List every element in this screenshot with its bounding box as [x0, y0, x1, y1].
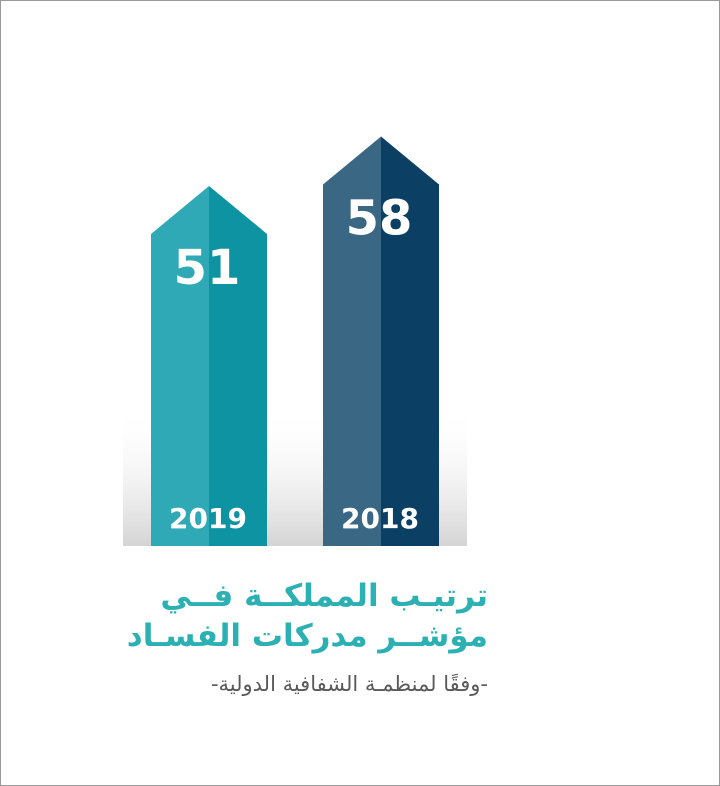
bar-2018-left-face: [323, 136, 381, 546]
caption-title-line2: مؤشــر مدركات الفسـاد: [126, 618, 488, 654]
category-label-2018: 2018: [341, 502, 419, 535]
value-label-2018: 58: [346, 191, 413, 247]
bar-2019-right-face: [209, 185, 267, 546]
category-label-2019: 2019: [169, 502, 247, 535]
caption-title-line1: ترتيـب المملكــة فــي: [160, 578, 488, 614]
bar-2018-right-face: [381, 136, 439, 546]
caption-subtitle: -وفقًا لمنظمـة الشفافية الدولية-: [210, 672, 488, 696]
value-label-2019: 51: [174, 240, 241, 296]
bar-2019-left-face: [151, 185, 209, 546]
